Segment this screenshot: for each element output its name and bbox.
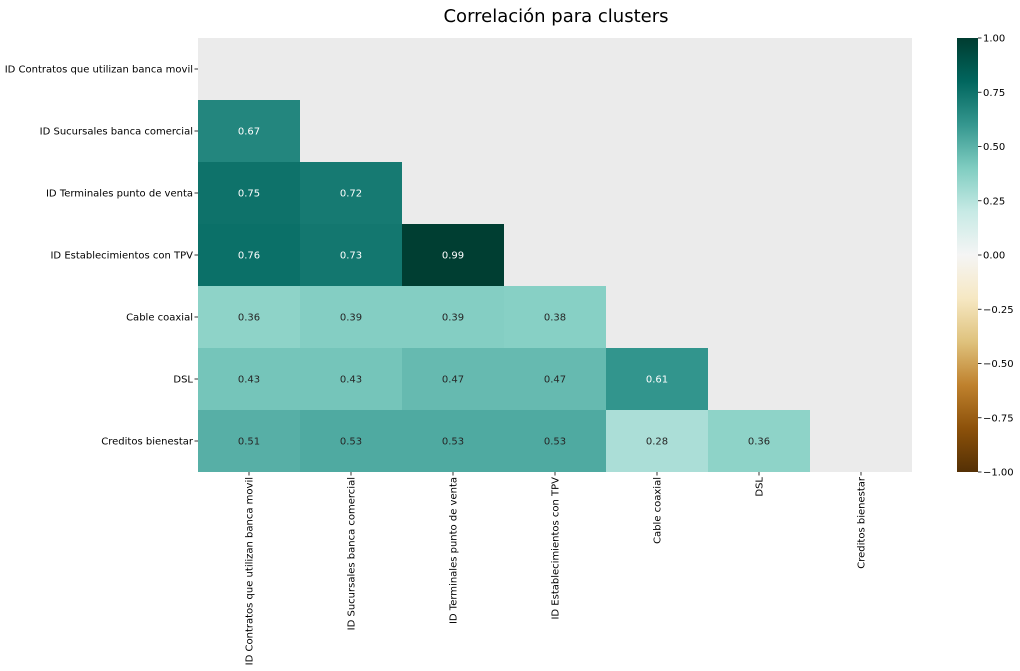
heatmap-cell bbox=[198, 348, 300, 410]
y-tick-label: ID Sucursales banca comercial bbox=[40, 127, 193, 138]
colorbar-gradient bbox=[957, 38, 978, 472]
colorbar-tick-label: 0.00 bbox=[983, 251, 1005, 262]
x-tick-label: Cable coaxial bbox=[653, 477, 664, 544]
cell-value-label: 0.51 bbox=[238, 437, 260, 448]
cell-value-label: 0.47 bbox=[442, 375, 464, 386]
x-tick-label: DSL bbox=[755, 477, 766, 497]
cell-value-label: 0.39 bbox=[340, 313, 362, 324]
heatmap-cell bbox=[300, 410, 402, 472]
x-tick-label: ID Contratos que utilizan banca movil bbox=[245, 477, 256, 665]
heatmap-cell bbox=[606, 410, 708, 472]
x-tick-label: ID Terminales punto de venta bbox=[449, 477, 460, 624]
cell-value-label: 0.99 bbox=[442, 251, 464, 262]
x-tick-label: ID Establecimientos con TPV bbox=[551, 477, 562, 620]
cell-value-label: 0.73 bbox=[340, 251, 362, 262]
cell-value-label: 0.47 bbox=[544, 375, 566, 386]
heatmap-cell bbox=[198, 286, 300, 348]
cell-value-label: 0.53 bbox=[442, 437, 464, 448]
colorbar-tick-label: 0.25 bbox=[983, 196, 1005, 207]
cell-value-label: 0.28 bbox=[646, 437, 668, 448]
colorbar: 1.00 0.75 0.50 0.25 0.00 −0.25 −0.50 −0.75 −1.00 bbox=[957, 34, 1014, 479]
heatmap-cell bbox=[198, 162, 300, 224]
y-tick-label: ID Terminales punto de venta bbox=[46, 189, 193, 200]
cell-value-label: 0.39 bbox=[442, 313, 464, 324]
heatmap-cell bbox=[300, 348, 402, 410]
y-tick-label: ID Contratos que utilizan banca movil bbox=[5, 65, 193, 76]
y-tick-labels: ID Contratos que utilizan banca movil ID … bbox=[5, 65, 198, 448]
cell-value-label: 0.61 bbox=[646, 375, 668, 386]
cell-value-label: 0.53 bbox=[544, 437, 566, 448]
heatmap-cell bbox=[504, 410, 606, 472]
colorbar-tick-label: 0.75 bbox=[983, 88, 1005, 99]
x-tick-label: ID Sucursales banca comercial bbox=[347, 477, 358, 630]
heatmap-cells: 0.67 0.75 0.72 0.76 0.73 0.99 0.36 0.39 0.39 0.38… bbox=[198, 100, 810, 472]
y-tick-label: DSL bbox=[173, 375, 193, 386]
heatmap-cell bbox=[402, 286, 504, 348]
cell-value-label: 0.38 bbox=[544, 313, 566, 324]
colorbar-tick-label: 1.00 bbox=[983, 34, 1005, 45]
heatmap-cell bbox=[504, 286, 606, 348]
cell-value-label: 0.76 bbox=[238, 251, 260, 262]
colorbar-tick-label: −0.75 bbox=[983, 413, 1014, 424]
heatmap-cell bbox=[708, 410, 810, 472]
x-tick-labels: ID Contratos que utilizan banca movil ID … bbox=[245, 472, 868, 665]
heatmap-cell bbox=[402, 224, 504, 286]
y-tick-label: Creditos bienestar bbox=[101, 437, 194, 448]
heatmap-cell bbox=[504, 348, 606, 410]
heatmap-cell bbox=[198, 224, 300, 286]
heatmap-cell bbox=[606, 348, 708, 410]
cell-value-label: 0.36 bbox=[748, 437, 770, 448]
heatmap-cell bbox=[402, 348, 504, 410]
heatmap-cell bbox=[300, 224, 402, 286]
heatmap-cell bbox=[300, 286, 402, 348]
cell-value-label: 0.53 bbox=[340, 437, 362, 448]
cell-value-label: 0.36 bbox=[238, 313, 260, 324]
colorbar-tick-label: −0.50 bbox=[983, 359, 1014, 370]
heatmap-cell bbox=[402, 410, 504, 472]
colorbar-tick-label: −1.00 bbox=[983, 468, 1014, 479]
heatmap-cell bbox=[300, 162, 402, 224]
cell-value-label: 0.43 bbox=[238, 375, 260, 386]
x-tick-label: Creditos bienestar bbox=[857, 476, 868, 569]
cell-value-label: 0.72 bbox=[340, 189, 362, 200]
cell-value-label: 0.75 bbox=[238, 189, 260, 200]
heatmap-cell bbox=[198, 100, 300, 162]
cell-value-label: 0.67 bbox=[238, 127, 260, 138]
y-tick-label: Cable coaxial bbox=[126, 313, 193, 324]
chart-title: Correlación para clusters bbox=[443, 6, 668, 27]
heatmap-cell bbox=[198, 410, 300, 472]
y-tick-label: ID Establecimientos con TPV bbox=[50, 251, 193, 262]
colorbar-tick-label: 0.50 bbox=[983, 142, 1005, 153]
colorbar-tick-label: −0.25 bbox=[983, 305, 1014, 316]
cell-value-label: 0.43 bbox=[340, 375, 362, 386]
